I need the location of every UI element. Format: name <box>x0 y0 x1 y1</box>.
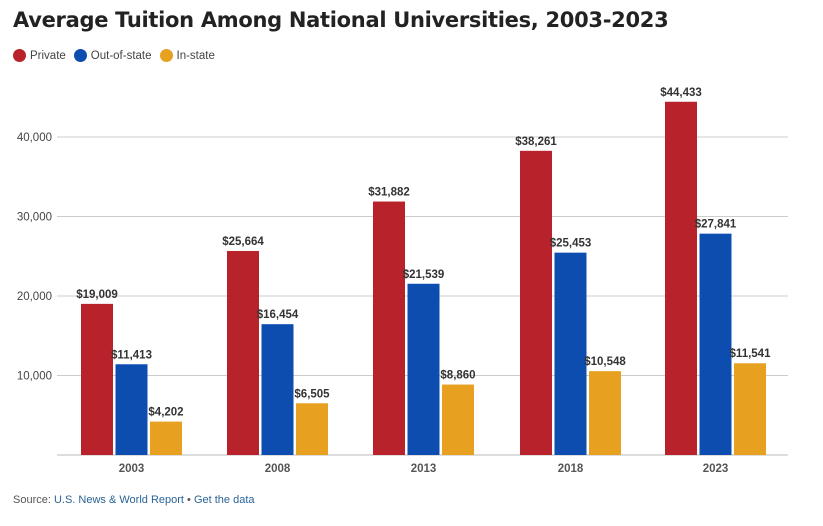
bar-in-state <box>734 363 766 455</box>
legend-swatch <box>73 49 87 62</box>
bar-in-state <box>150 421 182 455</box>
data-label: $11,413 <box>111 349 152 361</box>
bar-in-state <box>296 403 328 455</box>
x-tick-label: 2023 <box>703 463 729 475</box>
bar-private <box>227 250 259 455</box>
legend-swatch <box>159 49 173 62</box>
data-label: $10,548 <box>584 356 626 368</box>
data-label: $25,453 <box>550 238 592 250</box>
data-label: $27,841 <box>695 219 737 231</box>
data-label: $38,261 <box>515 136 557 148</box>
legend-item-private: Private <box>13 49 66 62</box>
bar-private <box>81 303 113 455</box>
bar-out-of-state <box>407 283 440 455</box>
source-link[interactable]: U.S. News & World Report <box>53 494 184 506</box>
data-label: $21,539 <box>403 269 445 281</box>
data-label: $8,860 <box>440 370 475 382</box>
y-tick-label: 30,000 <box>17 212 52 224</box>
x-tick-label: 2018 <box>558 463 584 475</box>
bar-out-of-state <box>554 252 587 455</box>
y-tick-label: 20,000 <box>17 291 52 303</box>
data-label: $44,433 <box>660 87 702 99</box>
legend-item-out-of-state: Out-of-state <box>73 49 152 62</box>
data-label: $11,541 <box>730 348 772 360</box>
bar-in-state <box>589 371 621 455</box>
source-line: Source: U.S. News & World Report • Get t… <box>13 494 255 506</box>
data-label: $19,009 <box>76 289 118 301</box>
chart-title: Average Tuition Among National Universit… <box>13 8 669 32</box>
source-separator: • <box>183 494 194 506</box>
x-tick-label: 2003 <box>119 463 145 475</box>
bar-in-state <box>442 384 474 455</box>
data-label: $6,505 <box>294 388 330 400</box>
legend-label: Out-of-state <box>90 49 152 62</box>
data-label: $4,202 <box>148 407 183 419</box>
y-tick-label: 10,000 <box>17 371 52 383</box>
source-prefix: Source: <box>13 494 54 506</box>
x-tick-label: 2013 <box>411 463 437 475</box>
bar-private <box>520 150 552 455</box>
legend-item-in-state: In-state <box>159 49 215 62</box>
data-label: $31,882 <box>368 187 410 199</box>
data-label: $25,664 <box>222 236 264 248</box>
data-label: $16,454 <box>257 309 299 321</box>
legend: Private Out-of-state In-state <box>13 49 215 62</box>
get-data-link[interactable]: Get the data <box>193 494 255 506</box>
bar-private <box>665 101 697 455</box>
bar-out-of-state <box>115 364 148 455</box>
legend-label: Private <box>30 49 66 62</box>
bar-out-of-state <box>699 233 732 455</box>
legend-label: In-state <box>176 49 215 62</box>
bar-out-of-state <box>261 324 294 455</box>
x-tick-label: 2008 <box>265 463 291 475</box>
legend-swatch <box>13 49 26 62</box>
bar-private <box>373 201 405 455</box>
y-tick-label: 40,000 <box>17 132 52 144</box>
